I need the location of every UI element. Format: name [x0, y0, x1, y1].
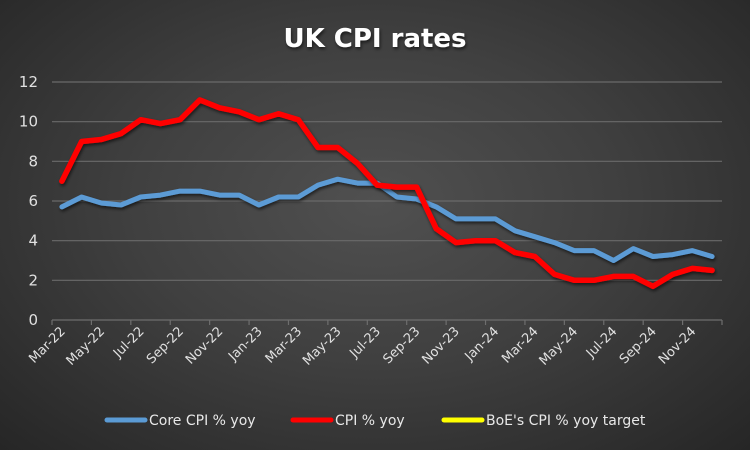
y-tick-label: 10 — [19, 113, 38, 131]
series-line-1 — [59, 97, 715, 290]
x-tick-label: Nov-22 — [183, 324, 226, 367]
x-tick-label: May-24 — [537, 324, 581, 368]
x-tick-label: Jul-24 — [583, 324, 620, 361]
x-tick-label: Nov-23 — [419, 324, 462, 367]
x-tick-label: Sep-23 — [380, 324, 423, 367]
legend-label: CPI % yoy — [335, 413, 405, 429]
gridlines — [52, 81, 722, 281]
legend-label: BoE's CPI % yoy target — [486, 413, 646, 429]
x-tick-label: Mar-23 — [263, 324, 305, 366]
x-tick-label: Jul-22 — [110, 324, 147, 361]
series-lines — [59, 97, 715, 290]
y-tick-label: 2 — [28, 271, 38, 289]
chart-title: UK CPI rates — [283, 24, 466, 54]
x-tick-label: Nov-24 — [656, 324, 699, 367]
y-axis-ticks: 0 2 4 6 8 10 12 — [19, 73, 38, 329]
series-line-0 — [59, 176, 715, 263]
x-tick-label: Mar-24 — [499, 324, 541, 366]
x-axis — [51, 319, 723, 325]
y-tick-label: 8 — [28, 152, 38, 170]
x-tick-label: Sep-22 — [144, 324, 187, 367]
legend: Core CPI % yoy CPI % yoy BoE's CPI % yoy t… — [104, 413, 646, 429]
x-tick-label: May-23 — [300, 324, 344, 368]
x-tick-label: Jan-24 — [462, 324, 503, 365]
y-tick-label: 0 — [28, 311, 38, 329]
y-tick-label: 12 — [19, 73, 38, 91]
x-tick-label: Jul-23 — [347, 324, 384, 361]
x-tick-label: Sep-24 — [617, 324, 660, 367]
y-tick-label: 4 — [28, 232, 38, 250]
y-tick-label: 6 — [28, 192, 38, 210]
x-tick-label: Mar-22 — [26, 324, 68, 366]
x-tick-label: Jan-23 — [225, 324, 266, 365]
legend-label: Core CPI % yoy — [149, 413, 256, 429]
x-tick-label: May-22 — [64, 324, 108, 368]
